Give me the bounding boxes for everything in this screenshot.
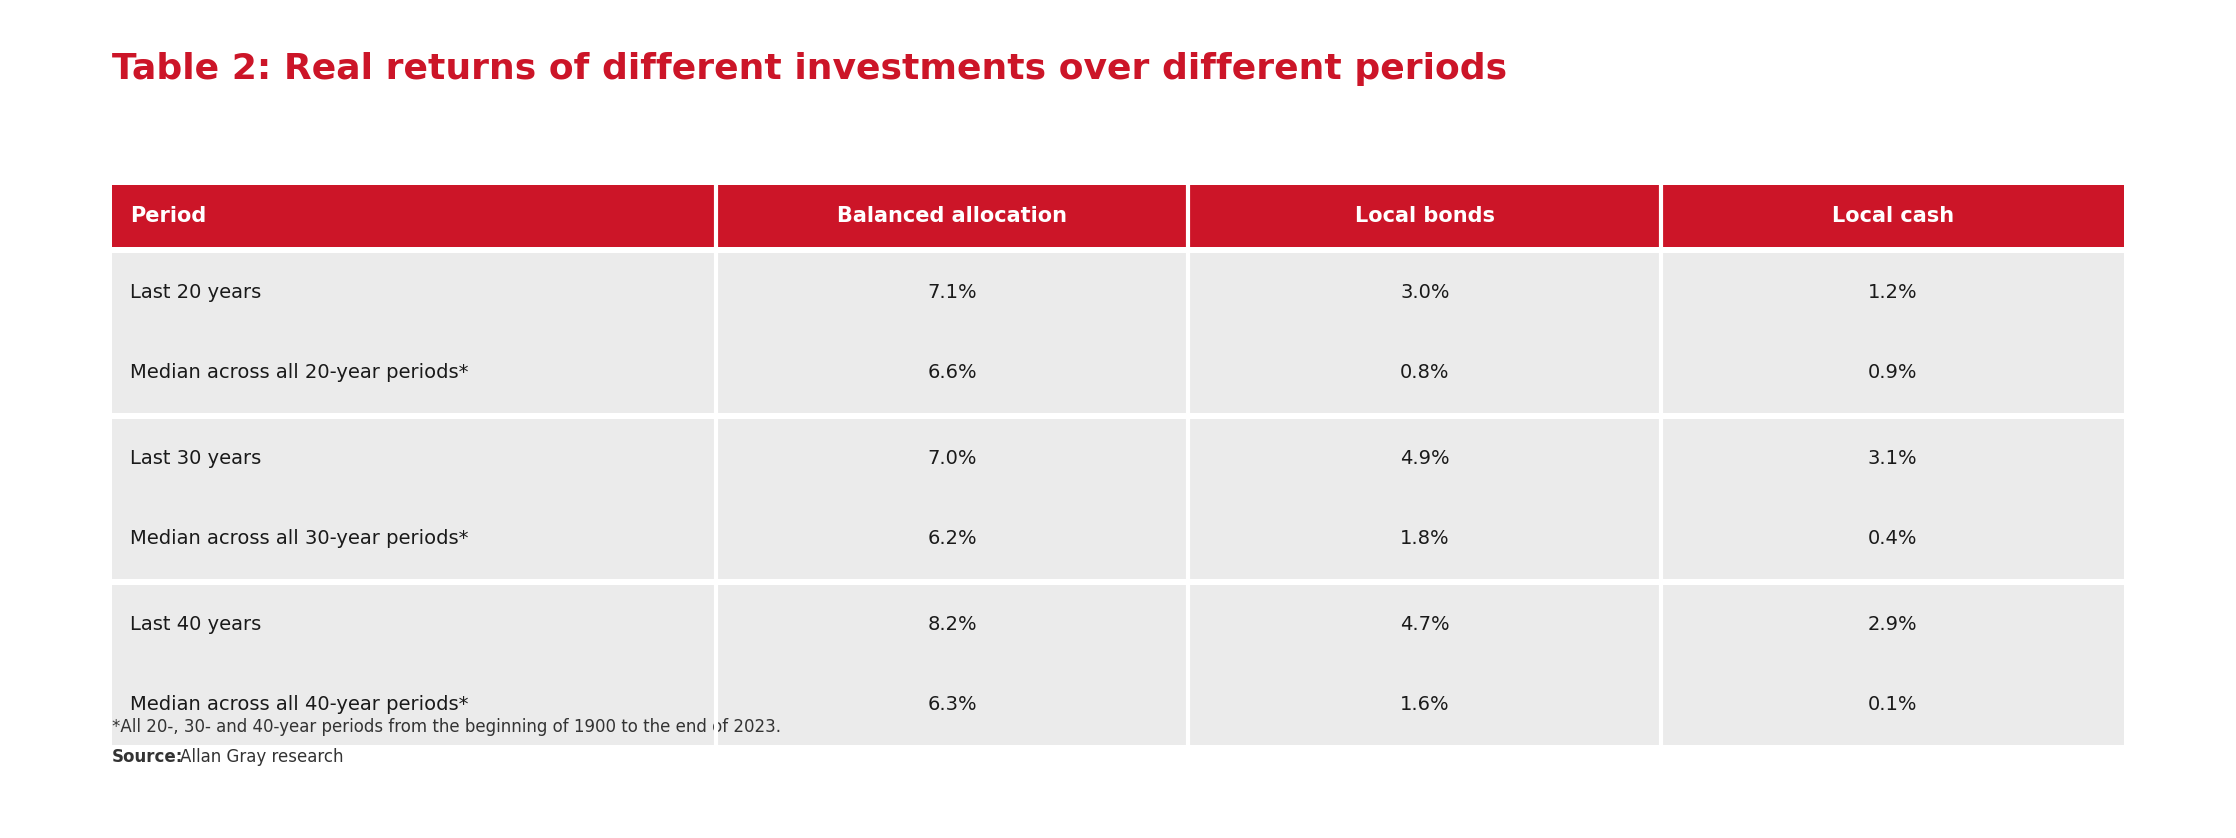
Text: 4.9%: 4.9%	[1400, 449, 1449, 468]
Bar	[1661, 585, 2124, 665]
Text: 0.8%: 0.8%	[1400, 364, 1449, 382]
Bar	[1661, 419, 2124, 499]
Text: 6.2%: 6.2%	[928, 530, 977, 549]
Bar	[112, 585, 716, 665]
Bar	[716, 665, 1187, 745]
Text: Local bonds: Local bonds	[1355, 206, 1496, 226]
Text: Period: Period	[130, 206, 206, 226]
Bar	[1187, 333, 1661, 413]
Text: 1.6%: 1.6%	[1400, 696, 1449, 715]
Bar	[1661, 499, 2124, 579]
Text: 0.9%: 0.9%	[1867, 364, 1918, 382]
Bar	[1187, 665, 1661, 745]
Bar	[1187, 499, 1661, 579]
Text: Last 30 years: Last 30 years	[130, 449, 262, 468]
Bar	[1187, 419, 1661, 499]
Text: 7.0%: 7.0%	[928, 449, 977, 468]
Bar	[1187, 253, 1661, 333]
Bar	[112, 253, 716, 333]
Bar	[1187, 185, 1661, 247]
Text: Source:: Source:	[112, 748, 183, 766]
Bar	[716, 499, 1187, 579]
Text: 7.1%: 7.1%	[928, 283, 977, 303]
Text: 3.1%: 3.1%	[1867, 449, 1918, 468]
Text: *All 20-, 30- and 40-year periods from the beginning of 1900 to the end of 2023.: *All 20-, 30- and 40-year periods from t…	[112, 718, 780, 736]
Bar	[716, 585, 1187, 665]
Bar	[1187, 585, 1661, 665]
Bar	[1661, 665, 2124, 745]
Text: 1.8%: 1.8%	[1400, 530, 1449, 549]
Text: Median across all 30-year periods*: Median across all 30-year periods*	[130, 530, 470, 549]
Bar	[112, 185, 716, 247]
Text: 6.3%: 6.3%	[928, 696, 977, 715]
Text: 0.1%: 0.1%	[1867, 696, 1918, 715]
Bar	[716, 185, 1187, 247]
Bar	[1661, 185, 2124, 247]
Text: Balanced allocation: Balanced allocation	[836, 206, 1067, 226]
Text: 1.2%: 1.2%	[1867, 283, 1918, 303]
Text: Local cash: Local cash	[1831, 206, 1954, 226]
Bar	[716, 419, 1187, 499]
Text: Last 20 years: Last 20 years	[130, 283, 262, 303]
Bar	[112, 333, 716, 413]
Text: 0.4%: 0.4%	[1867, 530, 1918, 549]
Text: Allan Gray research: Allan Gray research	[181, 748, 344, 766]
Bar	[1661, 333, 2124, 413]
Bar	[112, 499, 716, 579]
Text: Last 40 years: Last 40 years	[130, 615, 262, 634]
Bar	[716, 253, 1187, 333]
Text: 2.9%: 2.9%	[1867, 615, 1918, 634]
Bar	[716, 333, 1187, 413]
Text: Median across all 20-year periods*: Median across all 20-year periods*	[130, 364, 470, 382]
Text: Median across all 40-year periods*: Median across all 40-year periods*	[130, 696, 470, 715]
Text: 4.7%: 4.7%	[1400, 615, 1449, 634]
Bar	[112, 665, 716, 745]
Text: 3.0%: 3.0%	[1400, 283, 1449, 303]
Text: 8.2%: 8.2%	[928, 615, 977, 634]
Bar	[1661, 253, 2124, 333]
Bar	[112, 419, 716, 499]
Text: Table 2: Real returns of different investments over different periods: Table 2: Real returns of different inves…	[112, 52, 1507, 86]
Text: 6.6%: 6.6%	[928, 364, 977, 382]
